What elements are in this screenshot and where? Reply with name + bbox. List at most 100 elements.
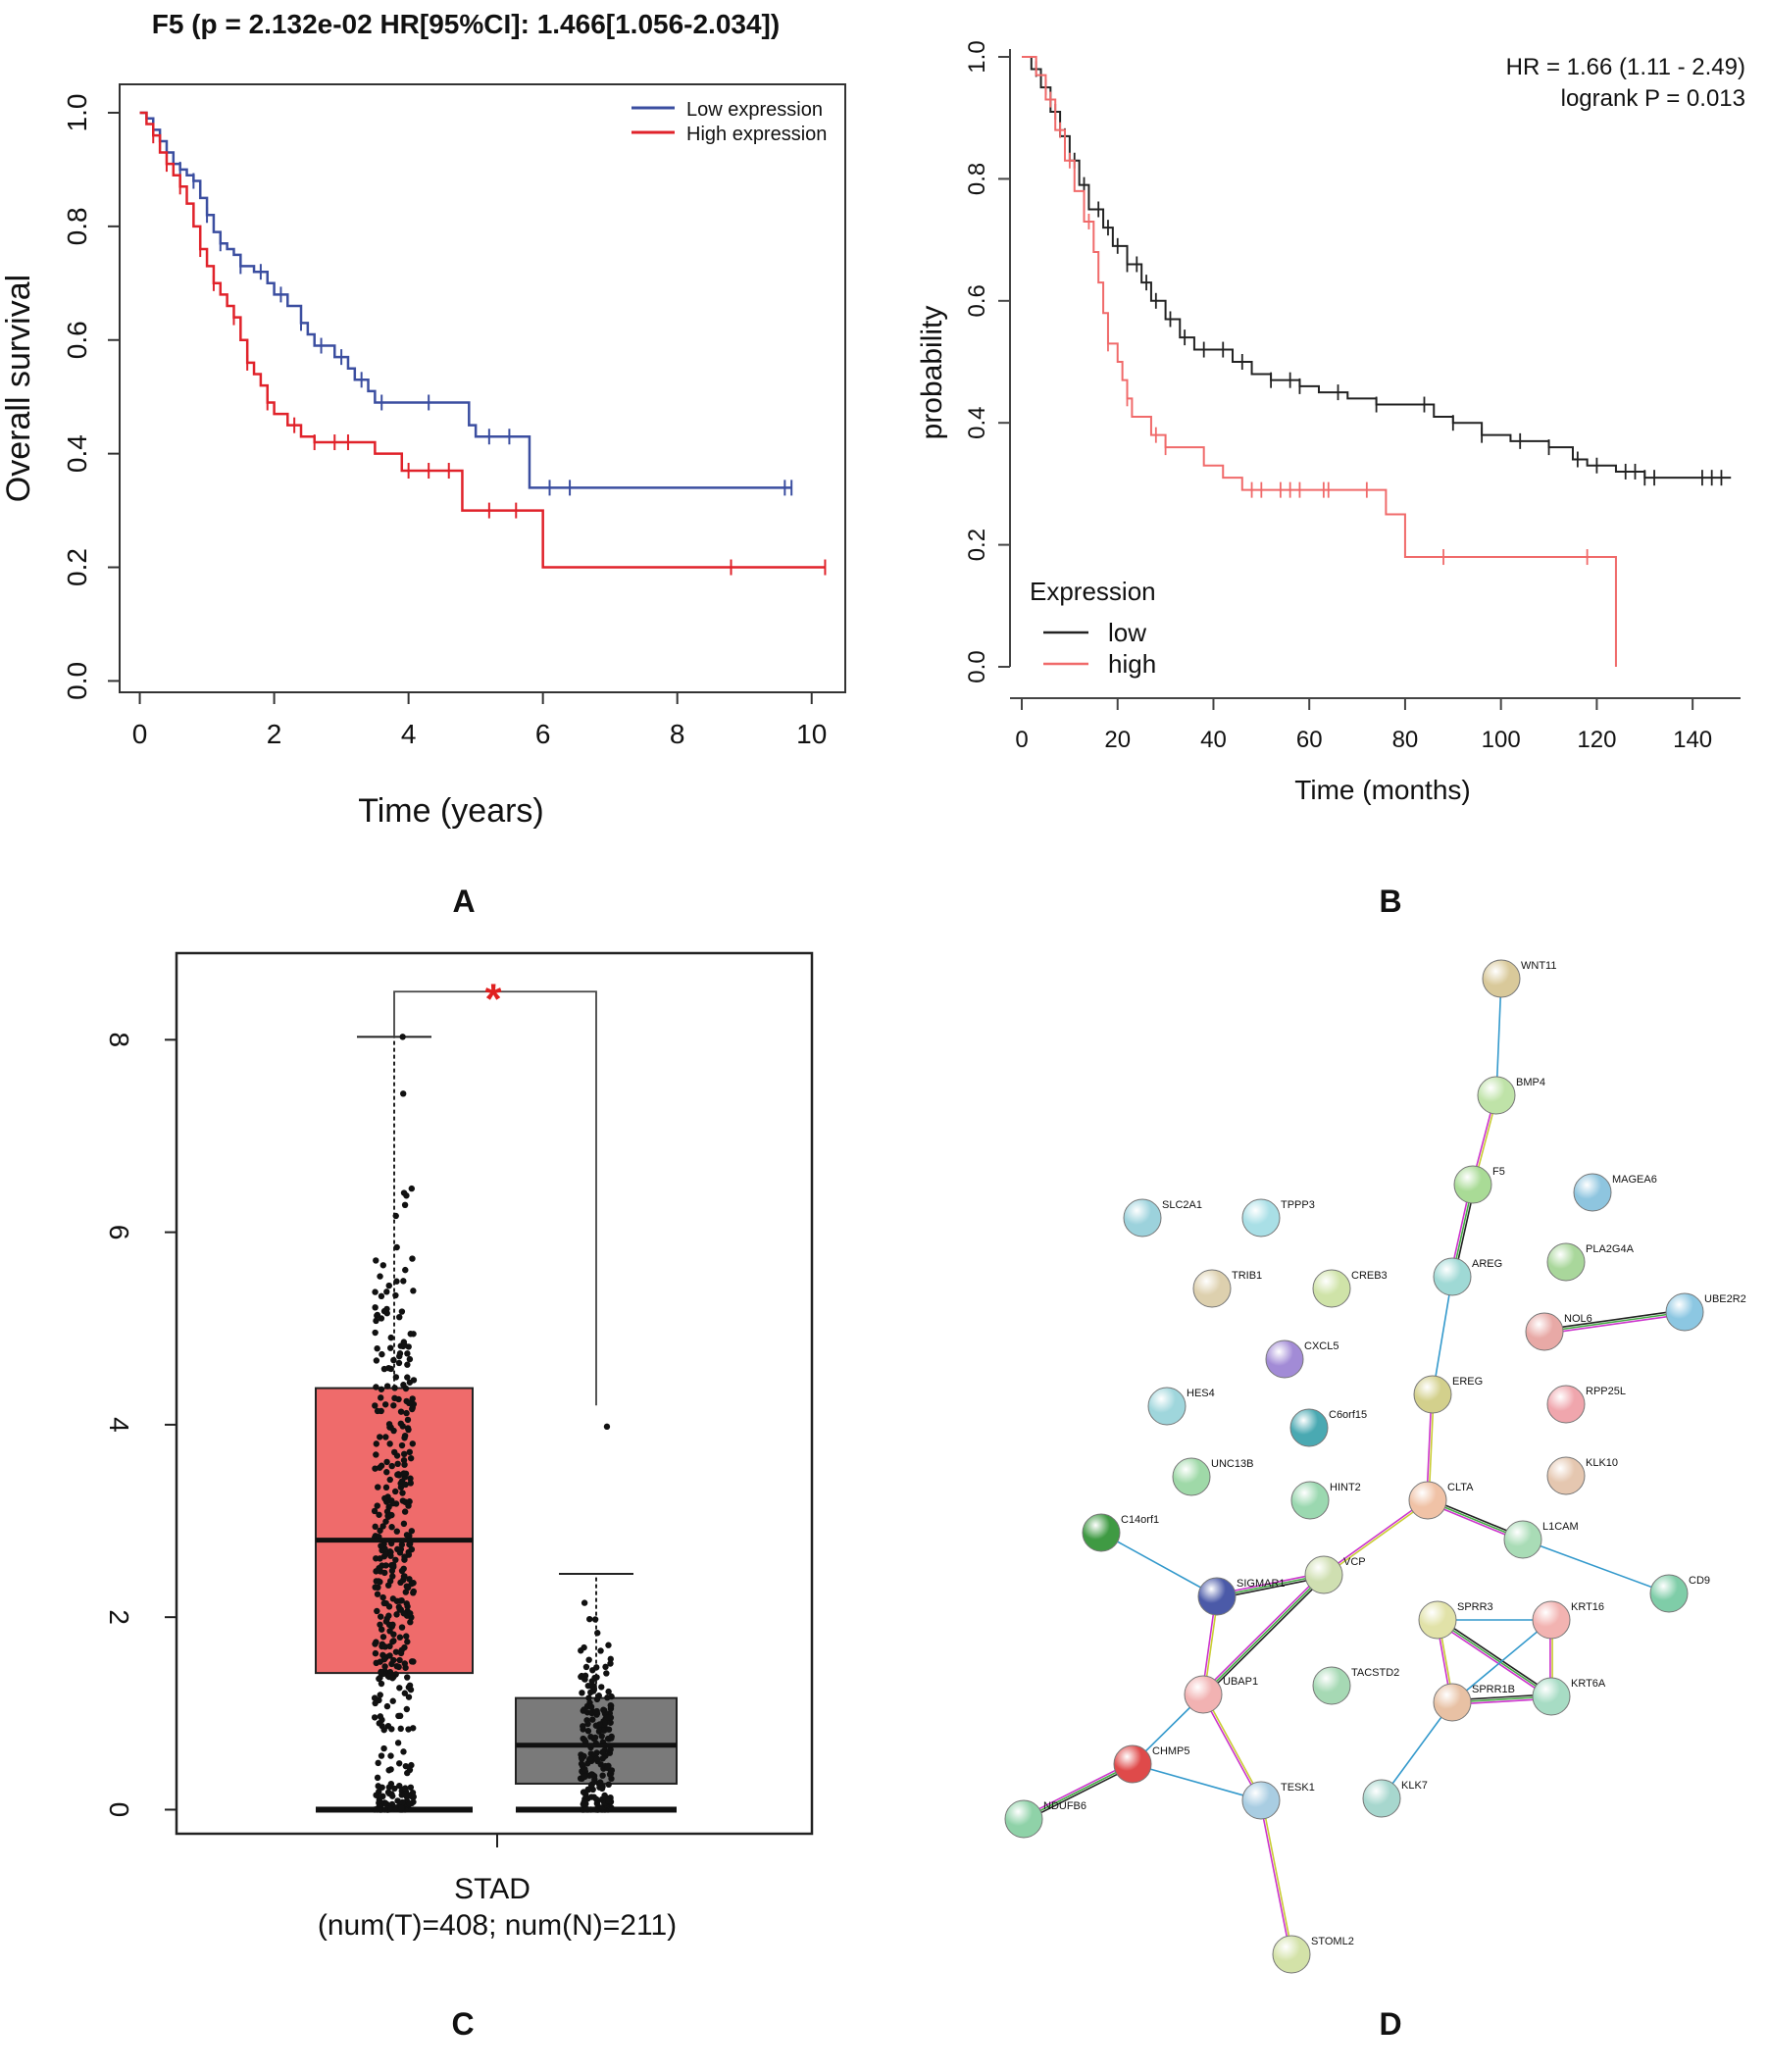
network-node-cxcl5[interactable]: CXCL5 <box>1265 1339 1339 1379</box>
panel-c-data-point <box>597 1779 604 1786</box>
network-node-magea6[interactable]: MAGEA6 <box>1573 1173 1657 1212</box>
panel-b-legend-title: Expression <box>1030 577 1156 606</box>
panel-c-data-point <box>375 1578 382 1585</box>
network-node-hes4[interactable]: HES4 <box>1147 1387 1215 1426</box>
panel-c-data-point <box>372 1289 379 1295</box>
network-node-tppp3[interactable]: TPPP3 <box>1241 1198 1315 1238</box>
network-node-tesk1[interactable]: TESK1 <box>1241 1781 1315 1820</box>
network-node-circle <box>1482 959 1521 998</box>
network-node-ube2r2[interactable]: UBE2R2 <box>1665 1292 1746 1332</box>
panel-c-data-point <box>387 1344 394 1351</box>
network-node-circle <box>1573 1173 1612 1212</box>
network-node-f5[interactable]: F5 <box>1453 1165 1505 1204</box>
panel-c-data-point <box>374 1502 380 1509</box>
panel-c-data-point <box>599 1748 606 1756</box>
network-node-circle <box>1532 1600 1571 1640</box>
panel-c-data-point <box>400 1450 408 1458</box>
network-node-circle <box>1113 1744 1152 1784</box>
panel-c-data-point <box>379 1262 386 1269</box>
network-node-ubap1[interactable]: UBAP1 <box>1184 1675 1258 1714</box>
network-node-l1cam[interactable]: L1CAM <box>1503 1520 1579 1559</box>
network-edge <box>1023 1763 1134 1820</box>
network-node-stoml2[interactable]: STOML2 <box>1272 1935 1354 1974</box>
network-node-label: TESK1 <box>1281 1782 1315 1794</box>
panel-c-data-point <box>385 1421 393 1428</box>
network-node-creb3[interactable]: CREB3 <box>1312 1269 1388 1308</box>
network-node-sprr3[interactable]: SPRR3 <box>1418 1600 1493 1640</box>
network-node-cd9[interactable]: CD9 <box>1649 1574 1710 1613</box>
network-node-unc13b[interactable]: UNC13B <box>1172 1457 1253 1496</box>
network-node-vcp[interactable]: VCP <box>1304 1555 1366 1594</box>
network-node-klk10[interactable]: KLK10 <box>1546 1456 1618 1495</box>
panel-c-data-point <box>385 1603 393 1610</box>
panel-c-data-point <box>403 1794 411 1800</box>
panel-c-data-point <box>587 1703 595 1710</box>
network-node-label: SLC2A1 <box>1162 1199 1202 1211</box>
panel-c-data-point <box>373 1440 379 1447</box>
panel-c-data-point <box>401 1508 409 1515</box>
panel-c-data-point <box>371 1714 379 1721</box>
panel-a-x-tick-label: 6 <box>535 719 551 749</box>
panel-b-y-tick-label: 0.6 <box>964 284 990 317</box>
network-node-sprr1b[interactable]: SPRR1B <box>1433 1683 1515 1722</box>
network-node-c6orf15[interactable]: C6orf15 <box>1289 1408 1367 1447</box>
network-node-c14orf1[interactable]: C14orf1 <box>1082 1513 1159 1552</box>
panel-c-data-point <box>396 1313 403 1321</box>
panel-c-data-point <box>402 1589 410 1595</box>
panel-c-data-point <box>590 1688 597 1694</box>
panel-c-data-point <box>389 1793 396 1799</box>
network-edge <box>1543 1309 1685 1331</box>
network-node-slc2a1[interactable]: SLC2A1 <box>1123 1198 1202 1238</box>
panel-c-data-point <box>385 1767 392 1774</box>
panel-c-data-point <box>407 1475 414 1482</box>
network-node-klk7[interactable]: KLK7 <box>1362 1779 1428 1818</box>
panel-c-data-point <box>381 1806 388 1813</box>
network-node-circle <box>1362 1779 1401 1818</box>
panel-c-data-point <box>393 1278 400 1285</box>
network-node-label: CD9 <box>1689 1575 1710 1587</box>
network-node-circle <box>1172 1457 1211 1496</box>
panel-c-data-point <box>409 1255 416 1262</box>
network-node-chmp5[interactable]: CHMP5 <box>1113 1744 1190 1784</box>
network-node-krt6a[interactable]: KRT6A <box>1532 1677 1606 1716</box>
network-node-circle <box>1477 1076 1516 1115</box>
panel-c-data-point <box>383 1289 390 1295</box>
network-node-hint2[interactable]: HINT2 <box>1290 1481 1361 1520</box>
network-edge <box>1200 1572 1324 1694</box>
panel-c-data-point <box>581 1773 588 1781</box>
panel-c-data-point <box>406 1541 413 1548</box>
panel-c-data-point <box>593 1755 600 1762</box>
panel-c-data-point <box>603 1670 610 1677</box>
network-node-pla2g4a[interactable]: PLA2G4A <box>1546 1242 1635 1282</box>
panel-c-data-point <box>382 1434 389 1440</box>
network-node-bmp4[interactable]: BMP4 <box>1477 1076 1545 1115</box>
panel-c-data-point <box>406 1448 413 1456</box>
network-node-areg[interactable]: AREG <box>1433 1257 1502 1296</box>
network-node-tacstd2[interactable]: TACSTD2 <box>1312 1666 1399 1705</box>
panel-c-data-point <box>373 1792 379 1798</box>
network-node-rpp25l[interactable]: RPP25L <box>1546 1385 1626 1424</box>
network-node-label: C6orf15 <box>1329 1409 1367 1421</box>
panel-label-c: C <box>451 2006 474 2042</box>
network-node-wnt11[interactable]: WNT11 <box>1482 959 1556 998</box>
panel-c-data-point <box>405 1399 413 1407</box>
panel-b-x-tick-label: 120 <box>1577 727 1616 753</box>
panel-c-data-point <box>593 1664 600 1671</box>
panel-c-data-point <box>605 1642 612 1648</box>
network-node-clta[interactable]: CLTA <box>1408 1481 1474 1520</box>
network-node-ndufb6[interactable]: NDUFB6 <box>1004 1799 1086 1839</box>
network-node-krt16[interactable]: KRT16 <box>1532 1600 1604 1640</box>
network-node-nol6[interactable]: NOL6 <box>1525 1312 1592 1351</box>
network-node-trib1[interactable]: TRIB1 <box>1192 1269 1262 1308</box>
panel-c-data-point <box>607 1655 614 1663</box>
panel-c-data-point <box>589 1771 596 1779</box>
network-node-ereg[interactable]: EREG <box>1413 1375 1483 1414</box>
panel-c-data-point <box>374 1607 380 1615</box>
network-node-label: C14orf1 <box>1121 1514 1159 1526</box>
network-node-sigmar1[interactable]: SIGMAR1 <box>1197 1577 1286 1616</box>
panel-c-data-point <box>410 1794 417 1800</box>
network-node-label: NDUFB6 <box>1043 1800 1086 1812</box>
panel-c-data-point <box>397 1480 404 1487</box>
panel-a-x-tick-label: 2 <box>267 719 282 749</box>
panel-c-data-point <box>376 1464 383 1471</box>
